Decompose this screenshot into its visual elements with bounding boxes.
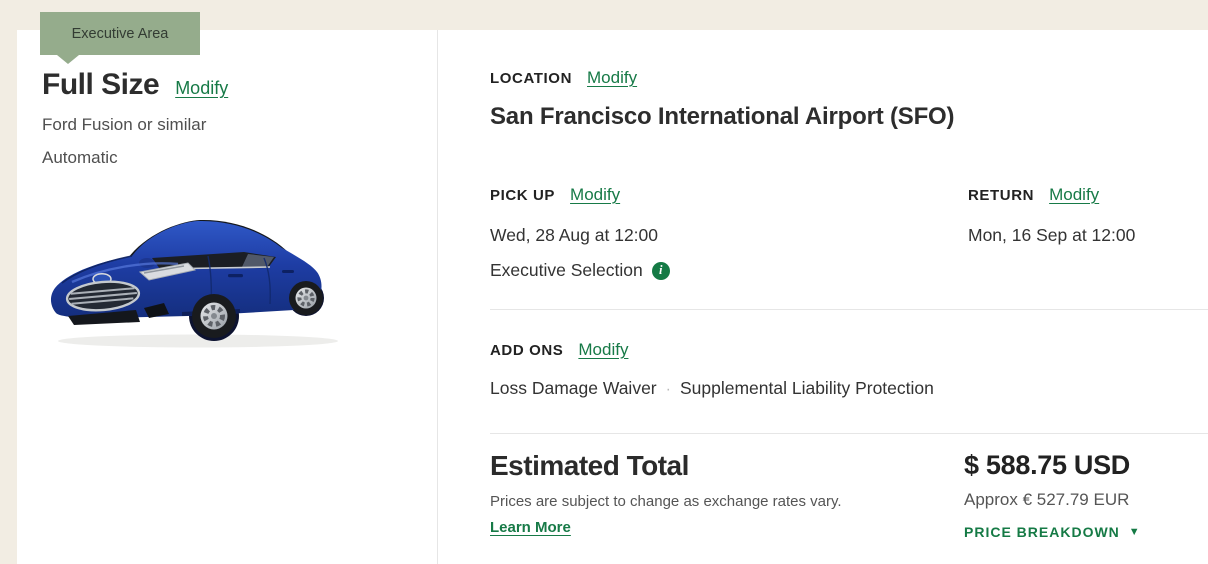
pickup-datetime: Wed, 28 Aug at 12:00 bbox=[490, 225, 659, 245]
return-datetime: Mon, 16 Sep at 12:00 bbox=[968, 225, 1136, 245]
return-label: RETURN bbox=[968, 187, 1035, 204]
addon-item: Supplemental Liability Protection bbox=[679, 378, 934, 398]
location-label: LOCATION bbox=[490, 70, 573, 87]
addons-modify-link[interactable]: Modify bbox=[578, 340, 629, 359]
pickup-note: Executive Selection bbox=[490, 260, 643, 280]
info-icon[interactable]: i bbox=[651, 261, 670, 280]
addons-label: ADD ONS bbox=[490, 342, 564, 359]
badge-pointer bbox=[57, 55, 79, 64]
location-modify-link[interactable]: Modify bbox=[587, 68, 638, 87]
price-disclaimer: Prices are subject to change as exchange… bbox=[490, 489, 842, 541]
reservation-summary-card: Full Size Modify Ford Fusion or similar … bbox=[17, 30, 1208, 564]
chevron-down-icon: ▼ bbox=[1128, 526, 1141, 538]
learn-more-link[interactable]: Learn More bbox=[490, 519, 571, 536]
vehicle-modify-link[interactable]: Modify bbox=[175, 78, 229, 98]
addons-list: Loss Damage Waiver · Supplemental Liabilit… bbox=[490, 378, 1208, 399]
itinerary-panel: LOCATION Modify San Francisco Internatio… bbox=[438, 30, 1208, 564]
vehicle-panel: Full Size Modify Ford Fusion or similar … bbox=[17, 30, 438, 564]
return-modify-link[interactable]: Modify bbox=[1049, 185, 1100, 204]
pickup-label: PICK UP bbox=[490, 187, 556, 204]
price-breakdown-button[interactable]: PRICE BREAKDOWN ▼ bbox=[964, 524, 1160, 540]
dot-separator: · bbox=[665, 381, 671, 398]
executive-area-badge: Executive Area bbox=[40, 12, 200, 55]
price-block: $ 588.75 USD Approx € 527.79 EUR PRICE B… bbox=[964, 450, 1160, 541]
divider bbox=[490, 309, 1208, 310]
total-amount: $ 588.75 USD bbox=[964, 450, 1131, 480]
vehicle-transmission-text: Automatic bbox=[42, 148, 118, 167]
divider bbox=[490, 433, 1208, 434]
pickup-modify-link[interactable]: Modify bbox=[570, 185, 621, 204]
vehicle-image bbox=[48, 210, 348, 350]
vehicle-class-title: Full Size bbox=[42, 68, 160, 101]
addon-item: Loss Damage Waiver bbox=[490, 378, 657, 398]
location-value: San Francisco International Airport (SFO… bbox=[490, 103, 955, 130]
return-section: RETURN Modify Mon, 16 Sep at 12:00 bbox=[968, 185, 1135, 281]
price-breakdown-label: PRICE BREAKDOWN bbox=[964, 524, 1120, 540]
estimated-total-title: Estimated Total bbox=[490, 450, 689, 481]
pickup-section: PICK UP Modify Wed, 28 Aug at 12:00 Exec… bbox=[490, 185, 968, 281]
vehicle-model-text: Ford Fusion or similar bbox=[42, 115, 207, 134]
price-disclaimer-text: Prices are subject to change as exchange… bbox=[490, 493, 842, 510]
executive-area-badge-label: Executive Area bbox=[71, 25, 169, 42]
approx-amount: Approx € 527.79 EUR bbox=[964, 490, 1130, 509]
estimated-total-section: Estimated Total Prices are subject to ch… bbox=[490, 450, 842, 541]
